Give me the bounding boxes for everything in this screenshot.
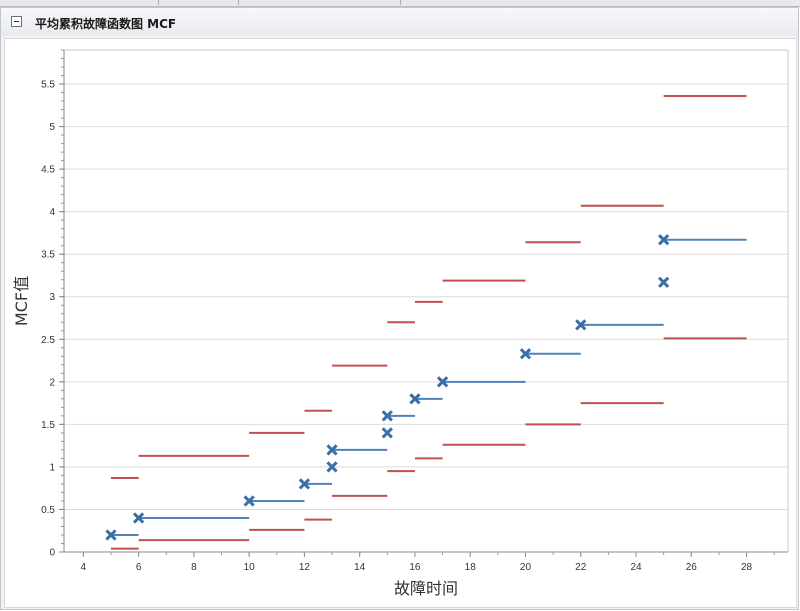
x-tick-label: 18: [465, 562, 477, 573]
y-tick-label: 2.5: [41, 335, 55, 346]
y-tick-label: 5: [49, 122, 55, 133]
x-tick-label: 10: [244, 562, 256, 573]
panel-title: 平均累积故障函数图 MCF: [35, 17, 177, 31]
mcf-point-marker: [658, 276, 670, 288]
y-tick-label: 0: [49, 548, 55, 559]
x-tick-label: 16: [409, 562, 421, 573]
mcf-chart: 0 0.5 1 1.5 2 2.5 3 3.5 4 4.5 5 5.5 4 6 8 10 12 14 16 18 20 2…: [12, 49, 789, 598]
y-tick-label: 0.5: [41, 505, 55, 516]
mcf-point-marker: [409, 393, 421, 405]
mcf-point-marker: [658, 234, 670, 246]
mcf-panel: 平均累积故障函数图 MCF 0 0.5 1 1.5 2 2.5 3 3.5 4 4.5 5 5.5 4 6…: [0, 7, 799, 610]
top-tab-strip: [0, 0, 800, 7]
mcf-point-marker: [575, 319, 587, 331]
y-tick-label: 3: [49, 292, 55, 303]
x-tick-label: 14: [354, 562, 366, 573]
top-tab-divider: [158, 0, 159, 5]
mcf-point-marker: [381, 410, 393, 422]
mcf-point-marker: [436, 376, 449, 388]
mcf-point-marker: [105, 529, 117, 541]
y-tick-label: 1.5: [41, 420, 55, 431]
mcf-point-marker: [326, 444, 338, 456]
x-tick-label: 20: [520, 562, 532, 573]
x-tick-label: 28: [741, 562, 753, 573]
mcf-point-marker: [381, 427, 393, 439]
top-tab-divider: [400, 0, 401, 5]
collapse-icon[interactable]: [11, 16, 22, 27]
x-tick-label: 26: [686, 562, 698, 573]
x-tick-label: 8: [191, 562, 197, 573]
x-tick-label: 22: [575, 562, 587, 573]
x-tick-label: 24: [630, 562, 642, 573]
panel-header: 平均累积故障函数图 MCF: [1, 8, 798, 36]
mcf-point-marker: [519, 348, 532, 360]
mcf-point-marker: [243, 495, 255, 507]
y-tick-label: 4: [49, 207, 55, 218]
mcf-point-marker: [298, 478, 311, 490]
y-axis-title: MCF值: [12, 276, 31, 326]
y-tick-label: 3.5: [41, 250, 55, 261]
x-tick-label: 4: [81, 562, 87, 573]
y-tick-label: 5.5: [41, 80, 55, 91]
chart-area: 0 0.5 1 1.5 2 2.5 3 3.5 4 4.5 5 5.5 4 6 8 10 12 14 16 18 20 2…: [4, 38, 797, 608]
y-tick-label: 4.5: [41, 165, 55, 176]
y-tick-label: 2: [49, 377, 55, 388]
y-tick-label: 1: [49, 462, 55, 473]
mcf-point-marker: [132, 512, 145, 524]
x-tick-label: 6: [136, 562, 142, 573]
top-tab-divider: [238, 0, 239, 5]
x-axis-title: 故障时间: [394, 579, 458, 598]
mcf-point-marker: [326, 461, 338, 473]
x-tick-label: 12: [299, 562, 311, 573]
